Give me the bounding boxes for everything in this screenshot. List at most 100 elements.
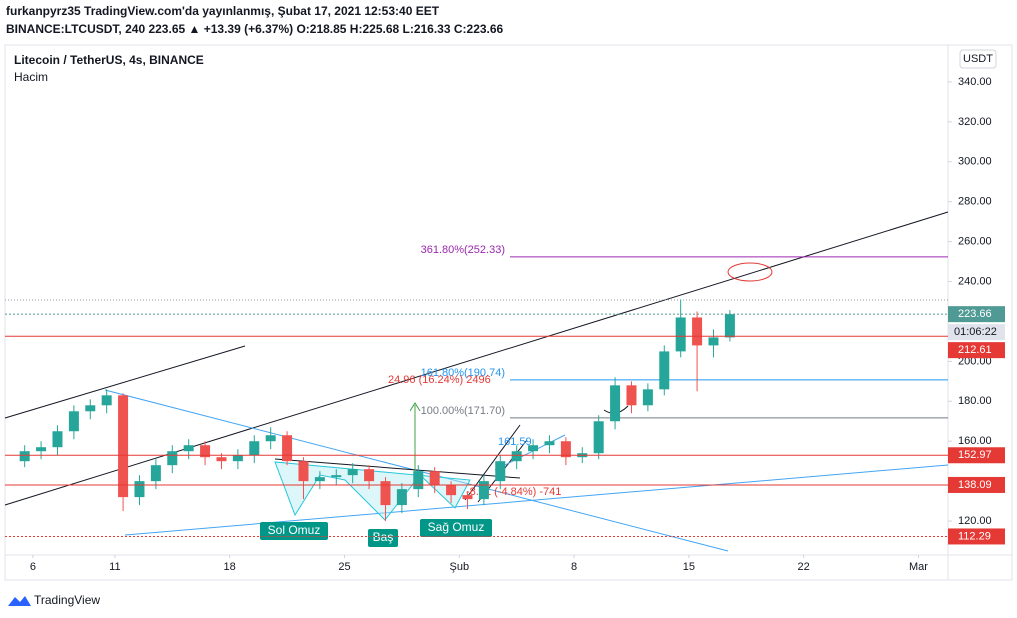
- candle-body: [150, 465, 161, 482]
- candle-body: [232, 455, 243, 462]
- fib-label: 161.80%(190.74): [421, 367, 505, 379]
- x-tick-label: Şub: [449, 561, 469, 573]
- y-tick-label: 180.00: [958, 395, 992, 407]
- trend-line: [4, 211, 949, 506]
- price-tag: [948, 306, 1005, 323]
- price-tag: [948, 528, 1005, 545]
- channel-line: [464, 424, 521, 501]
- neckline: [274, 458, 521, 479]
- header-line: BINANCE:LTCUSDT, 240 223.65 ▲ +13.39 (+6…: [6, 22, 504, 36]
- y-tick-label: 280.00: [958, 196, 992, 208]
- candle-body: [282, 435, 293, 462]
- y-tick-label: 240.00: [958, 275, 992, 287]
- currency-button[interactable]: [959, 49, 997, 69]
- projection-line: [494, 434, 566, 471]
- y-tick-label: 160.00: [958, 435, 992, 447]
- footer: TradingView: [8, 593, 100, 607]
- candle-body: [610, 385, 621, 422]
- price-tag-label: 223.66: [958, 308, 992, 320]
- candle-body: [183, 445, 194, 452]
- pattern-label: Sol Omuz: [268, 523, 321, 537]
- x-tick-label: 11: [109, 561, 120, 573]
- arrow-head: [409, 402, 421, 412]
- candle-body: [626, 385, 637, 406]
- candle-body: [593, 421, 604, 454]
- price-tag: [948, 342, 1005, 359]
- candle-body: [560, 441, 571, 458]
- candle-body: [118, 395, 129, 498]
- candle-body: [101, 395, 112, 406]
- header-line: furkanpyrz35 TradingView.com'da yayınlan…: [6, 4, 440, 18]
- y-tick-label: 120.00: [958, 515, 992, 527]
- countdown-tag: [948, 324, 1005, 341]
- trend-line: [104, 389, 729, 552]
- brand: TradingView: [34, 593, 100, 607]
- fib-label: 361.80%(252.33): [421, 244, 505, 256]
- price-tag-label: 138.09: [958, 479, 992, 491]
- candle-body: [495, 461, 506, 482]
- y-tick-label: 200.00: [958, 355, 992, 367]
- price-tag-label: 212.61: [958, 344, 992, 356]
- label-box: [368, 529, 398, 547]
- candle-body: [216, 457, 227, 462]
- candle-body: [347, 469, 358, 476]
- y-tick-label: 260.00: [958, 236, 992, 248]
- currency-label[interactable]: USDT: [963, 53, 993, 65]
- annotation: 161.59: [498, 436, 532, 448]
- candle-body: [429, 471, 440, 486]
- candle-body: [380, 481, 391, 506]
- fib-label: 100.00%(171.70): [421, 405, 505, 417]
- candle-body: [200, 445, 211, 458]
- trend-line: [4, 345, 246, 419]
- candle-body: [167, 451, 178, 466]
- label-box: [420, 519, 492, 537]
- candle-body: [52, 431, 63, 448]
- candle-body: [68, 411, 79, 432]
- candle-body: [642, 389, 653, 406]
- x-tick-label: 22: [798, 561, 810, 573]
- candle-body: [544, 441, 555, 446]
- chart-frame: [4, 44, 1013, 581]
- x-tick-label: 6: [30, 561, 36, 573]
- candle-body: [659, 351, 670, 390]
- candle-body: [692, 317, 703, 346]
- trend-line: [124, 464, 949, 536]
- chart-title: Litecoin / TetherUS, 4s, BINANCE: [14, 53, 204, 67]
- target-ellipse: [727, 262, 773, 282]
- candle-body: [446, 485, 457, 496]
- x-tick-label: 18: [224, 561, 236, 573]
- chart-subtitle: Hacim: [14, 70, 48, 84]
- price-tag: [948, 447, 1005, 464]
- countdown: 01:06:22: [954, 326, 997, 338]
- candle-body: [478, 481, 489, 500]
- pattern-labels: Sol Omuz Baş Sağ Omuz: [260, 519, 492, 547]
- candle-body: [331, 475, 342, 478]
- candle-body: [396, 489, 407, 506]
- label-box: [260, 522, 328, 540]
- x-tick-label: 15: [683, 561, 695, 573]
- pattern-label: Sağ Omuz: [428, 520, 485, 534]
- price-tag-label: 112.29: [958, 530, 991, 542]
- candle-body: [314, 477, 325, 482]
- pattern-label: Baş: [373, 530, 394, 544]
- candle-body: [36, 447, 47, 452]
- candle-body: [413, 471, 424, 490]
- candle-body: [528, 445, 539, 452]
- candle-body: [511, 451, 522, 462]
- candle-body: [724, 314, 735, 338]
- candle-body: [249, 441, 260, 456]
- candle-body: [462, 495, 473, 500]
- price-tag-label: 152.97: [958, 449, 992, 461]
- candle-body: [265, 435, 276, 442]
- candle-body: [19, 451, 30, 462]
- candle-body: [134, 481, 145, 498]
- annotation: 24.96 (16.24%) 2496: [388, 374, 491, 386]
- candle-body: [298, 461, 309, 482]
- candle-body: [675, 317, 686, 352]
- candle-body: [364, 469, 375, 482]
- y-tick-label: 320.00: [958, 116, 992, 128]
- x-tick-label: 8: [571, 561, 577, 573]
- candle-body: [85, 405, 96, 412]
